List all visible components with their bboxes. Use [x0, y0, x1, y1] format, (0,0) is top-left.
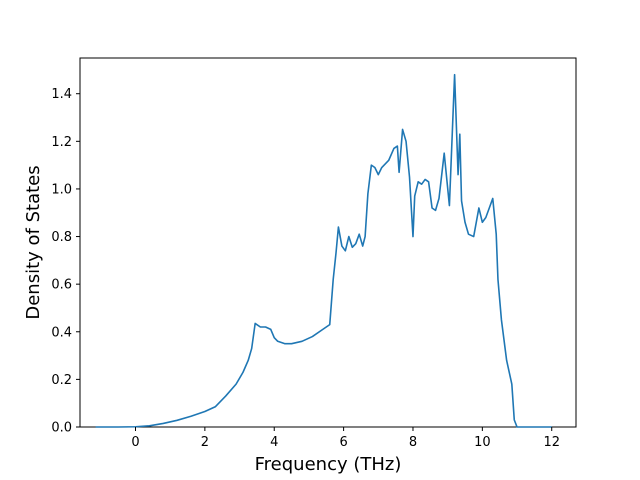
x-tick-label: 6: [339, 435, 347, 450]
y-tick-label: 1.0: [51, 182, 72, 197]
x-tick-label: 8: [409, 435, 417, 450]
y-tick-label: 1.2: [51, 135, 72, 150]
y-tick-label: 0.4: [51, 325, 72, 340]
x-tick-label: 12: [543, 435, 560, 450]
y-tick-label: 0.6: [51, 278, 72, 293]
x-axis-ticks: 0 2 4 6 8 10 12: [131, 427, 560, 450]
y-tick-label: 1.4: [51, 87, 72, 102]
x-tick-label: 10: [474, 435, 491, 450]
x-tick-label: 4: [270, 435, 278, 450]
y-tick-label: 0.0: [51, 421, 72, 436]
series-line-0: [95, 73, 552, 428]
x-tick-label: 0: [131, 435, 139, 450]
y-axis-label: Density of States: [23, 165, 44, 319]
x-axis-label: Frequency (THz): [255, 454, 402, 475]
y-axis-ticks: 0.0 0.2 0.4 0.6 0.8 1.0 1.2 1.4: [51, 87, 80, 436]
y-tick-label: 0.8: [51, 230, 72, 245]
y-tick-label: 0.2: [51, 373, 72, 388]
plot-area-frame: [79, 57, 577, 428]
series-layer: [95, 73, 552, 428]
x-tick-label: 2: [201, 435, 209, 450]
